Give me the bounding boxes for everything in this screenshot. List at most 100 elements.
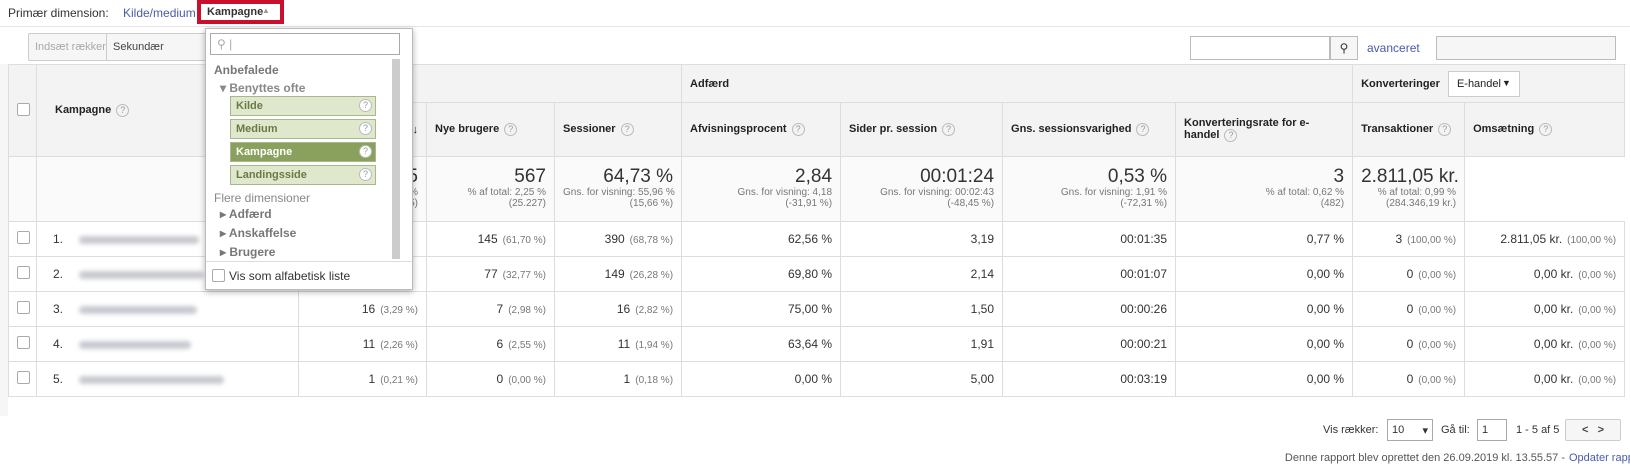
metric-cell: 77 (32,77 %) — [426, 256, 555, 292]
column-label: Sessioner — [563, 123, 616, 135]
metric-value: 69,80 % — [787, 267, 833, 281]
row-select[interactable] — [8, 291, 37, 327]
metric-percent: (100,00 %) — [1567, 235, 1617, 246]
dimension-link[interactable]: Kilde/medium — [123, 6, 196, 20]
alphabetical-option[interactable]: Vis som alfabetisk liste — [212, 269, 350, 283]
metric-cell: 145 (61,70 %) — [426, 221, 555, 257]
dimension-group[interactable]: ▸ Adfærd — [220, 207, 272, 221]
row-select[interactable] — [8, 221, 37, 257]
summary-sub: Gns. for visning: 00:02:43 — [880, 187, 995, 198]
column-header[interactable]: Nye brugere? — [426, 102, 555, 157]
row-select[interactable] — [8, 326, 37, 362]
column-header[interactable]: Konverteringsrate for e-handel? — [1175, 102, 1354, 157]
summary-sub: (-31,91 %) — [785, 198, 833, 209]
column-header[interactable]: Sider pr. session? — [840, 102, 1004, 157]
row-dimension: 5. — [36, 361, 299, 397]
metric-percent: (26,28 %) — [629, 270, 674, 281]
goto-input[interactable]: 1 — [1477, 419, 1507, 441]
summary-cell: 2.811,05 kr.% af total: 0,99 % (284.346,1… — [1352, 156, 1466, 222]
metric-cell: 7 (2,98 %) — [426, 291, 555, 327]
metric-cell: 00:01:07 — [1002, 256, 1177, 292]
column-header[interactable]: Sessioner? — [553, 102, 683, 157]
summary-value: 3 — [1333, 166, 1345, 187]
column-header[interactable]: Omsætning? — [1464, 102, 1626, 157]
metric-value: 0,00 % — [1306, 372, 1345, 386]
row-select[interactable] — [8, 361, 37, 397]
metric-percent: (3,29 %) — [380, 305, 418, 316]
dimension-option[interactable]: Kilde? — [230, 96, 376, 116]
column-label: Sider pr. session — [849, 123, 938, 135]
metric-cell: 1,50 — [840, 291, 1004, 327]
metric-value: 75,00 % — [787, 302, 833, 316]
metric-cell: 0 (0,00 %) — [1352, 256, 1466, 292]
summary-sub: (-48,45 %) — [947, 198, 995, 209]
advanced-link[interactable]: avanceret — [1367, 41, 1420, 55]
metric-cell: 00:01:35 — [1002, 221, 1177, 257]
insert-rows-button[interactable]: Indsæt rækker — [28, 33, 113, 61]
select-value: E-handel — [1456, 77, 1501, 90]
column-header[interactable]: Gns. sessionsvarighed? — [1002, 102, 1177, 157]
metric-cell: 16 (2,82 %) — [553, 291, 683, 327]
dimension-option[interactable]: Medium? — [230, 119, 376, 139]
secondary-dimension-button[interactable]: Sekundær dimension — [106, 33, 216, 61]
select-all — [8, 64, 37, 157]
metric-value: 6 — [496, 337, 504, 351]
dimension-option[interactable]: Kampagne? — [230, 142, 376, 162]
metric-cell: 0 (0,00 %) — [1352, 291, 1466, 327]
metric-cell: 16 (3,29 %) — [298, 291, 427, 327]
column-header[interactable]: Transaktioner? — [1352, 102, 1466, 157]
metric-cell: 1,91 — [840, 326, 1004, 362]
row-select[interactable] — [8, 256, 37, 292]
group-header: Adfærd — [681, 64, 1354, 103]
metric-value: 0,00 kr. — [1533, 372, 1574, 386]
dimension-selected[interactable]: Kampagne — [207, 6, 264, 18]
row-dimension: 4. — [36, 326, 299, 362]
column-label: Afvisningsprocent — [690, 123, 787, 135]
metric-cell: 2.811,05 kr. (100,00 %) — [1464, 221, 1626, 257]
metric-value: 0 — [496, 372, 504, 386]
metric-value: 390 — [604, 232, 625, 246]
summary-cell: 567% af total: 2,25 % (25.227) — [426, 156, 555, 222]
metric-cell: 0 (0,00 %) — [1352, 361, 1466, 397]
conversion-select[interactable]: E-handel ▼ — [1447, 70, 1520, 97]
rows-select[interactable]: 10 ▾ — [1387, 419, 1433, 441]
metric-percent: (0,00 %) — [1418, 270, 1457, 281]
view-switcher[interactable] — [1436, 36, 1616, 60]
metric-value: 0,77 % — [1306, 232, 1345, 246]
metric-percent: (0,00 %) — [508, 375, 546, 386]
metric-value: 149 — [604, 267, 625, 281]
metric-percent: (2,26 %) — [380, 340, 418, 351]
row-index: 1. — [53, 232, 64, 246]
metric-cell: 0,00 % — [1175, 326, 1354, 362]
search-input[interactable] — [1190, 36, 1330, 60]
dimension-group[interactable]: ▸ Brugere — [220, 245, 276, 259]
dimension-option[interactable]: Landingsside? — [230, 165, 376, 185]
metric-value: 0 — [1406, 302, 1414, 316]
refresh-link[interactable]: Opdater rapport — [1569, 452, 1630, 464]
metric-percent: (0,00 %) — [1578, 340, 1617, 351]
metric-cell: 0,00 kr. (0,00 %) — [1464, 291, 1626, 327]
metric-value: 11 — [362, 337, 376, 351]
metric-value: 0 — [1406, 372, 1414, 386]
summary-value: 00:01:24 — [920, 166, 995, 187]
dimension-group[interactable]: ▸ Anskaffelse — [220, 226, 297, 240]
metric-value: 0,00 % — [1306, 302, 1345, 316]
dropdown-search[interactable]: ⚲ | — [210, 33, 400, 55]
summary-sub: (25.227) — [508, 198, 546, 209]
summary-sub: % af total: 0,99 % — [1377, 187, 1457, 198]
metric-value: 0,00 % — [794, 372, 833, 386]
metric-value: 0,00 kr. — [1533, 267, 1574, 281]
group-title: ▾ Benyttes ofte — [220, 81, 306, 95]
group-label: Brugere — [229, 245, 276, 259]
row-dimension: 3. — [36, 291, 299, 327]
metric-value: 00:00:26 — [1120, 302, 1168, 316]
column-header[interactable]: Afvisningsprocent? — [681, 102, 842, 157]
column-label: Kampagne — [55, 104, 112, 116]
summary-cell: 2,84 Gns. for visning: 4,18 (-31,91 %) — [681, 156, 842, 222]
metric-value: 63,64 % — [787, 337, 833, 351]
metric-cell: 1 (0,18 %) — [553, 361, 683, 397]
column-label: Omsætning — [1473, 123, 1535, 135]
group-label: Anskaffelse — [228, 226, 297, 240]
metric-value: 77 — [484, 267, 498, 281]
